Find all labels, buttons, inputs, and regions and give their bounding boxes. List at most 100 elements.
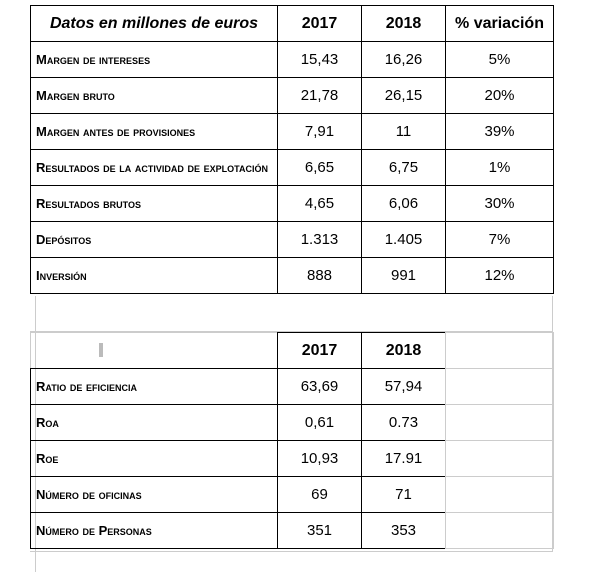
grid-line <box>30 551 553 552</box>
header-cell <box>30 332 278 369</box>
cell-text: 888 <box>306 267 333 284</box>
row-label: Número de Personas <box>30 512 278 549</box>
value-cell: 7% <box>445 221 554 258</box>
cell-text: 11 <box>395 123 412 140</box>
grid-line <box>30 331 553 332</box>
cell-text: 2017 <box>301 14 338 32</box>
cell-text: 1% <box>488 159 511 176</box>
row-label: Margen bruto <box>30 77 278 114</box>
cell-text: 17.91 <box>384 450 423 467</box>
cell-text: 12% <box>484 267 515 284</box>
cell-text: 6,06 <box>388 195 419 212</box>
value-cell: 1.313 <box>277 221 362 258</box>
value-cell: 63,69 <box>277 368 362 405</box>
cell-text: 57,94 <box>384 378 423 395</box>
value-cell: 1.405 <box>361 221 446 258</box>
cell-text: 2018 <box>385 14 422 32</box>
header-cell: % variación <box>445 5 554 42</box>
cell-text: 7,91 <box>304 123 335 140</box>
grid-line <box>552 296 553 552</box>
header-cell: 2018 <box>361 332 446 369</box>
cell-text: Resultados brutos <box>36 196 142 211</box>
cell-text: 4,65 <box>304 195 335 212</box>
value-cell: 71 <box>361 476 446 513</box>
cell-text: Depósitos <box>36 232 92 247</box>
cell-text: Número de oficinas <box>36 487 142 502</box>
cell-text: 39% <box>484 123 515 140</box>
cell-text: 991 <box>390 267 417 284</box>
value-cell: 11 <box>361 113 446 150</box>
empty-cell <box>445 404 554 441</box>
cell-text: 351 <box>306 522 333 539</box>
value-cell: 7,91 <box>277 113 362 150</box>
row-label: Inversión <box>30 257 278 294</box>
value-cell: 69 <box>277 476 362 513</box>
value-cell: 30% <box>445 185 554 222</box>
cell-text: 69 <box>311 486 328 503</box>
cell-text: 7% <box>488 231 511 248</box>
row-label: Margen antes de provisiones <box>30 113 278 150</box>
header-cell: 2018 <box>361 5 446 42</box>
row-label: Resultados de la actividad de explotació… <box>30 149 278 186</box>
cell-text: Margen antes de provisiones <box>36 124 196 139</box>
cell-text: 16,26 <box>384 51 423 68</box>
value-cell: 1% <box>445 149 554 186</box>
cell-text: 20% <box>484 87 515 104</box>
cell-text: Ratio de eficiencia <box>36 379 137 394</box>
value-cell: 353 <box>361 512 446 549</box>
empty-cell <box>445 368 554 405</box>
cell-text: 15,43 <box>300 51 339 68</box>
empty-cell <box>445 512 554 549</box>
row-label: Margen de intereses <box>30 41 278 78</box>
value-cell: 888 <box>277 257 362 294</box>
value-cell: 4,65 <box>277 185 362 222</box>
cell-text: 26,15 <box>384 87 423 104</box>
value-cell: 0.73 <box>361 404 446 441</box>
cell-text: Margen bruto <box>36 88 115 103</box>
value-cell: 6,06 <box>361 185 446 222</box>
value-cell: 57,94 <box>361 368 446 405</box>
value-cell: 991 <box>361 257 446 294</box>
header-cell: Datos en millones de euros <box>30 5 278 42</box>
cell-text: 30% <box>484 195 515 212</box>
row-label: Roa <box>30 404 278 441</box>
cell-text: 2017 <box>301 341 338 359</box>
cell-text: Margen de intereses <box>36 52 151 67</box>
cell-text: 0,61 <box>304 414 335 431</box>
value-cell: 39% <box>445 113 554 150</box>
cell-text: % variación <box>455 14 544 32</box>
empty-cell <box>445 332 554 369</box>
value-cell: 0,61 <box>277 404 362 441</box>
value-cell: 6,65 <box>277 149 362 186</box>
cell-text: Resultados de la actividad de explotació… <box>36 160 268 175</box>
cell-text: 2018 <box>385 341 422 359</box>
cell-text: Roa <box>36 415 59 430</box>
value-cell: 10,93 <box>277 440 362 477</box>
cell-text: 5% <box>488 51 511 68</box>
value-cell: 6,75 <box>361 149 446 186</box>
cell-text: 353 <box>390 522 417 539</box>
cell-text: 1.313 <box>300 231 339 248</box>
value-cell: 20% <box>445 77 554 114</box>
cursor-mark <box>99 343 103 357</box>
value-cell: 16,26 <box>361 41 446 78</box>
value-cell: 21,78 <box>277 77 362 114</box>
cell-text: 63,69 <box>300 378 339 395</box>
row-label: Resultados brutos <box>30 185 278 222</box>
value-cell: 17.91 <box>361 440 446 477</box>
value-cell: 351 <box>277 512 362 549</box>
empty-cell <box>445 476 554 513</box>
header-cell: 2017 <box>277 332 362 369</box>
cell-text: 10,93 <box>300 450 339 467</box>
cell-text: Datos en millones de euros <box>49 14 259 32</box>
empty-cell <box>445 440 554 477</box>
header-cell: 2017 <box>277 5 362 42</box>
value-cell: 5% <box>445 41 554 78</box>
cell-text: 1.405 <box>384 231 423 248</box>
grid-line <box>35 296 36 572</box>
cell-text: 0.73 <box>388 414 419 431</box>
value-cell: 12% <box>445 257 554 294</box>
row-label: Número de oficinas <box>30 476 278 513</box>
cell-text: Roe <box>36 451 59 466</box>
